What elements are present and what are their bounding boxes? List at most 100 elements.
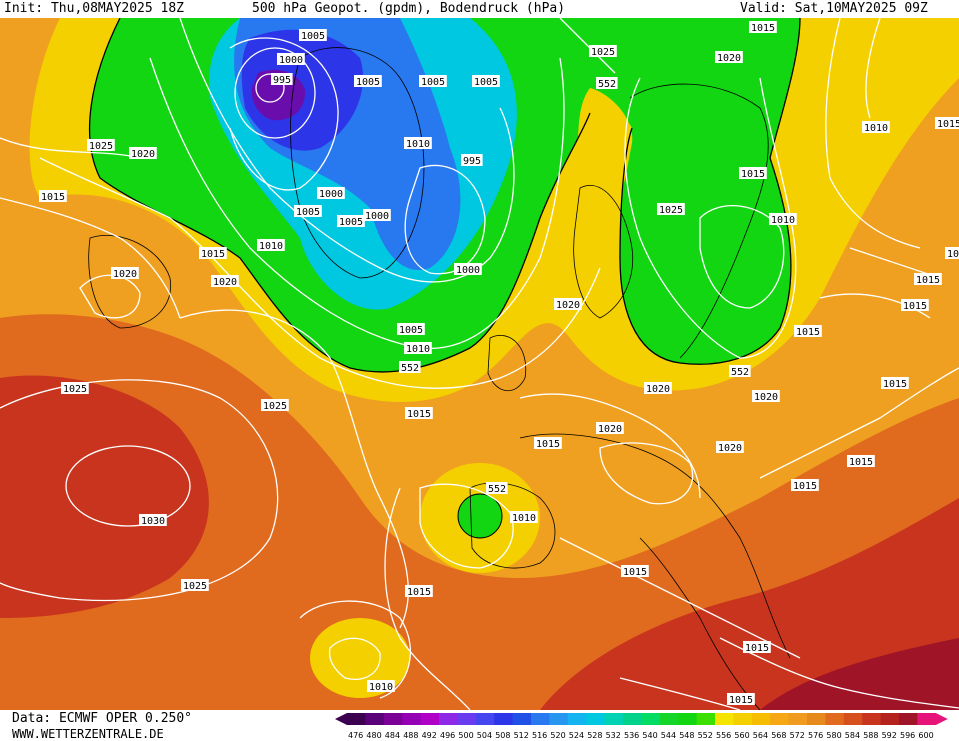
isobar-label-box — [454, 263, 482, 275]
scale-tick-label: 600 — [918, 731, 933, 740]
geopotential-band-dark-red-southeast — [760, 638, 959, 710]
scale-swatch — [678, 713, 698, 725]
isobar-label-text: 995 — [273, 75, 291, 86]
isobar-label-box — [261, 399, 289, 411]
isobar-label-box — [129, 147, 157, 159]
isobar-label-box — [794, 325, 822, 337]
isobar-label-box — [139, 514, 167, 526]
isobar-label: 1025 — [87, 139, 115, 152]
isobar-label-text: 1015 — [916, 275, 940, 286]
weather-map[interactable]: 1005 1000 995 1005 1005 1025 1020 1015 1015 1020 1… — [0, 18, 959, 710]
isobar-label: 1010 — [862, 121, 890, 134]
scale-swatch — [770, 713, 790, 725]
contour-552-label-text: 552 — [401, 363, 419, 374]
scale-swatch — [439, 713, 458, 725]
isobar-label-box — [405, 407, 433, 419]
isobar-label-text: 1015 — [407, 409, 431, 420]
contour-552-label-box — [729, 365, 751, 377]
isobar-label: 1015 — [621, 565, 649, 578]
scale-swatch — [604, 713, 624, 725]
isobar-label: 1020 — [596, 422, 624, 435]
scale-swatch — [807, 713, 826, 725]
isobar-label-text: 1005 — [301, 31, 325, 42]
scale-swatch — [402, 713, 422, 725]
isobar-label-text: 1020 — [556, 300, 580, 311]
isobar-label-box — [596, 422, 624, 434]
isobar-label-box — [61, 382, 89, 394]
scale-tick-label: 556 — [716, 731, 731, 740]
scale-tick-label: 540 — [642, 731, 657, 740]
scale-tick-label: 532 — [606, 731, 621, 740]
scale-tick-label: 520 — [550, 731, 565, 740]
isobar-label-box — [510, 511, 538, 523]
isobar-label-box — [739, 167, 767, 179]
isobar-label: 1025 — [61, 382, 89, 395]
isobar-label-box — [716, 441, 744, 453]
isobar-label-text: 1005 — [356, 77, 380, 88]
isobar-label-box — [862, 121, 890, 133]
isobar-label-text: 1010 — [771, 215, 795, 226]
scale-tick-label: 592 — [882, 731, 897, 740]
isobar-label: 1005 — [472, 75, 500, 88]
scale-swatch — [347, 713, 366, 725]
scale-swatch — [494, 713, 514, 725]
isobar-label: 1020 — [715, 51, 743, 64]
isobar-label-text: 1010 — [864, 123, 888, 134]
isobar-label: 1015 — [405, 407, 433, 420]
isobar-label-text: 1005 — [339, 217, 363, 228]
scale-tick-label: 476 — [348, 731, 363, 740]
isobar-label-text: 1015 — [536, 439, 560, 450]
isobar-label-text: 1000 — [456, 265, 480, 276]
isobar-label-text: 1010 — [369, 682, 393, 693]
isobar-label-box — [791, 479, 819, 491]
isobar-label-text: 1010 — [406, 344, 430, 355]
isobar-label-box — [405, 585, 433, 597]
isobar-label-box — [211, 275, 239, 287]
data-source: Data: ECMWF OPER 0.250° — [12, 711, 193, 726]
isobar-label-text: 1025 — [659, 205, 683, 216]
isobar-label-text: 1020 — [718, 443, 742, 454]
isobar-label-text: 1015 — [903, 301, 927, 312]
scale-tick-label: 580 — [826, 731, 841, 740]
scale-swatch — [733, 713, 753, 725]
isobar-label-text: 1030 — [141, 516, 165, 527]
isobar-label: 1015 — [199, 247, 227, 260]
init-time: Init: Thu,08MAY2025 18Z — [4, 1, 185, 16]
isobar-label-box — [901, 299, 929, 311]
isobar-label-text: 1015 — [745, 643, 769, 654]
isobar-label: 1015 — [743, 641, 771, 654]
scale-tick-label: 552 — [698, 731, 713, 740]
website: WWW.WETTERZENTRALE.DE — [12, 727, 164, 741]
isobar-label: 1005 — [294, 205, 322, 218]
isobar-label: 1005 — [354, 75, 382, 88]
contour-552-label-box — [596, 77, 618, 89]
scale-tick-label: 564 — [753, 731, 768, 740]
isobar-label-box — [945, 247, 959, 259]
contour-552-trough — [88, 18, 591, 373]
isobar-label-text: 1015 — [729, 695, 753, 706]
isobar-label-text: 1000 — [365, 211, 389, 222]
isobar-label-box — [769, 213, 797, 225]
isobar-label-box — [881, 377, 909, 389]
isobar-label: 1000 — [454, 263, 482, 276]
isobar-label-text: 1020 — [754, 392, 778, 403]
scale-tick-label: 536 — [624, 731, 639, 740]
isobar-label-box — [534, 437, 562, 449]
isobar-label: 1015 — [914, 273, 942, 286]
isobar-label: 995 — [271, 73, 293, 86]
isobar-label-text: 1015 — [741, 169, 765, 180]
geopotential-band-red-southwest — [0, 375, 209, 618]
isobar-label: 1015 — [727, 693, 755, 706]
isobar-label-box — [847, 455, 875, 467]
scale-swatch — [659, 713, 679, 725]
isobar-label-text: 1010 — [259, 241, 283, 252]
scale-tick-label: 544 — [661, 731, 676, 740]
isobar-label-text: 1020 — [598, 424, 622, 435]
isobar-label: 1010 — [404, 137, 432, 150]
scale-tick-label: 500 — [458, 731, 473, 740]
isobar-label-text: 1000 — [319, 189, 343, 200]
isobar-label-box — [715, 51, 743, 63]
isobar-label-box — [752, 390, 780, 402]
scale-swatch — [586, 713, 606, 725]
isobar-label-box — [419, 75, 447, 87]
